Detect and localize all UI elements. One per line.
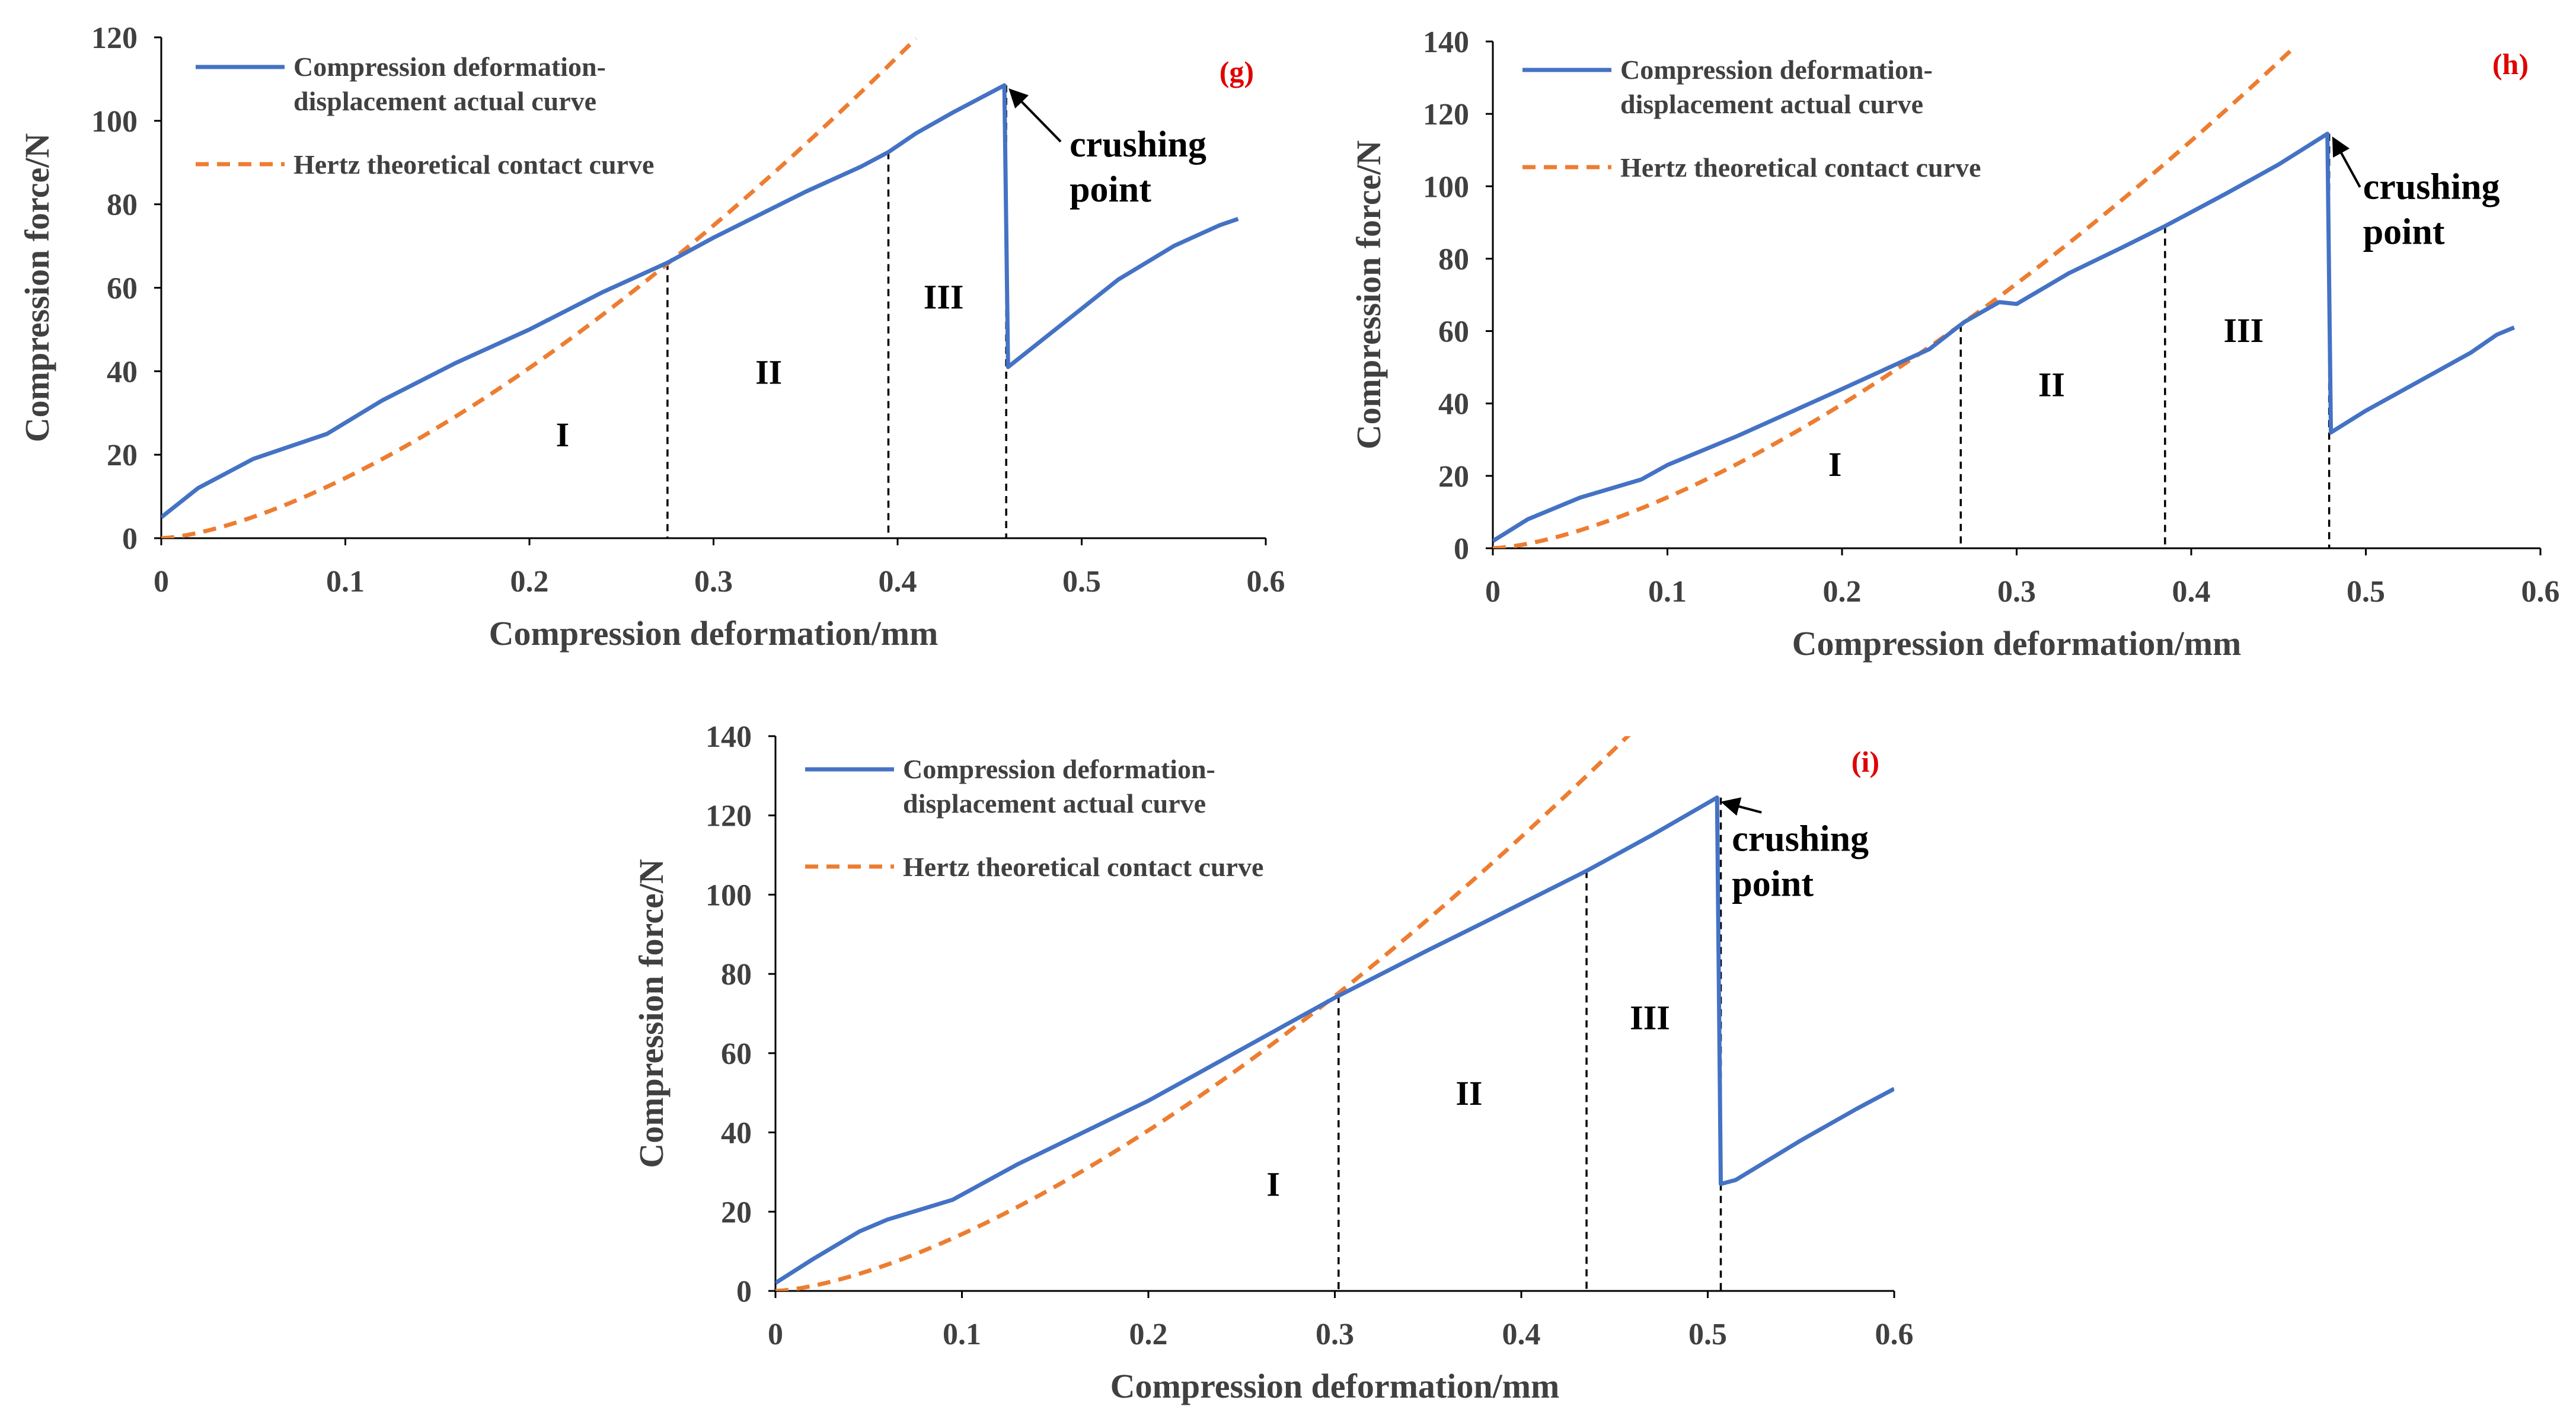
crushing-point-arrow bbox=[1008, 88, 1062, 143]
crushing-point-label: point bbox=[1070, 170, 1151, 210]
y-tick-label: 0 bbox=[1454, 532, 1469, 566]
x-axis-title: Compression deformation/mm bbox=[489, 614, 939, 653]
actual-compression-curve bbox=[775, 795, 1894, 1285]
x-tick-label: 0.2 bbox=[1823, 575, 1862, 609]
y-tick-label: 80 bbox=[721, 958, 752, 992]
hertz-theoretical-curve bbox=[775, 736, 1631, 1291]
x-tick-label: 0.6 bbox=[1247, 565, 1285, 599]
region-label: III bbox=[1630, 999, 1670, 1037]
x-tick-label: 0.6 bbox=[1875, 1318, 1914, 1351]
x-tick-label: 0.4 bbox=[1502, 1318, 1541, 1351]
legend-label-hertz: Hertz theoretical contact curve bbox=[903, 852, 1263, 882]
actual-compression-curve bbox=[161, 83, 1239, 519]
y-tick-label: 100 bbox=[91, 105, 138, 139]
y-tick-label: 100 bbox=[1423, 170, 1469, 204]
y-axis-title: Compression force/N bbox=[18, 133, 56, 443]
y-tick-label: 60 bbox=[107, 272, 138, 306]
legend-label-actual-line1: Compression deformation- bbox=[1620, 55, 1933, 85]
actual-compression-curve bbox=[1493, 132, 2516, 543]
x-axis-title: Compression deformation/mm bbox=[1792, 624, 2242, 663]
y-tick-label: 80 bbox=[107, 188, 138, 222]
y-tick-label: 0 bbox=[736, 1275, 752, 1309]
hertz-theoretical-curve bbox=[161, 37, 918, 538]
x-tick-label: 0.1 bbox=[1648, 575, 1687, 609]
region-label: II bbox=[1455, 1074, 1482, 1113]
region-label: II bbox=[755, 353, 782, 391]
legend-label-hertz: Hertz theoretical contact curve bbox=[1620, 152, 1981, 183]
y-tick-label: 40 bbox=[1438, 388, 1469, 421]
y-tick-label: 0 bbox=[122, 522, 138, 556]
crushing-point-label: point bbox=[1732, 864, 1814, 904]
region-label: III bbox=[924, 278, 964, 317]
panel-label: (h) bbox=[2492, 47, 2529, 81]
x-tick-label: 0 bbox=[1485, 575, 1501, 609]
crushing-point-label: crushing bbox=[1732, 819, 1869, 859]
y-tick-label: 20 bbox=[1438, 460, 1469, 494]
chart-panel-g: 0 20 40 60 80 100 120 0 0.1 0.2 0.3 0.4 0.5 0.6 Compre… bbox=[18, 21, 1285, 653]
y-tick-label: 120 bbox=[1423, 98, 1469, 132]
y-tick-label: 120 bbox=[706, 800, 752, 833]
y-tick-label: 20 bbox=[107, 439, 138, 472]
y-tick-label: 120 bbox=[91, 21, 138, 55]
x-tick-label: 0.2 bbox=[1129, 1318, 1168, 1351]
x-tick-label: 0.1 bbox=[326, 565, 365, 599]
x-tick-label: 0.5 bbox=[1688, 1318, 1727, 1351]
x-tick-label: 0.6 bbox=[2521, 575, 2560, 609]
region-label: III bbox=[2223, 311, 2264, 350]
legend-label-actual-line2: displacement actual curve bbox=[903, 788, 1206, 819]
y-axis-title: Compression force/N bbox=[1349, 140, 1388, 450]
legend-label-actual-line2: displacement actual curve bbox=[293, 86, 596, 116]
chart-panel-i: 0 20 40 60 80 100 120 140 0 0.1 0.2 0.3 0.4 0.5 0.6 Com… bbox=[632, 720, 1914, 1405]
legend-label-actual-line1: Compression deformation- bbox=[293, 52, 606, 82]
y-tick-label: 40 bbox=[107, 355, 138, 389]
x-axis-title: Compression deformation/mm bbox=[1110, 1367, 1560, 1405]
x-tick-label: 0.3 bbox=[694, 565, 733, 599]
y-tick-label: 40 bbox=[721, 1117, 752, 1150]
region-label: I bbox=[556, 415, 570, 454]
x-tick-label: 0.5 bbox=[2347, 575, 2385, 609]
crushing-point-arrow bbox=[1720, 797, 1762, 816]
x-tick-label: 0.1 bbox=[943, 1318, 981, 1351]
y-tick-label: 60 bbox=[721, 1037, 752, 1071]
y-tick-label: 60 bbox=[1438, 315, 1469, 349]
y-tick-label: 140 bbox=[1423, 25, 1469, 59]
crushing-point-label: point bbox=[2363, 212, 2445, 252]
chart-panel-h: 0 20 40 60 80 100 120 140 0 0.1 0.2 0.3 0.4 0.5 0.6 Com… bbox=[1349, 25, 2560, 663]
x-tick-label: 0.2 bbox=[510, 565, 549, 599]
hertz-theoretical-curve bbox=[1493, 44, 2298, 548]
legend-label-actual-line1: Compression deformation- bbox=[903, 754, 1215, 784]
x-tick-label: 0 bbox=[768, 1318, 783, 1351]
region-label: I bbox=[1266, 1165, 1280, 1204]
crushing-point-label: crushing bbox=[2363, 167, 2500, 207]
x-tick-label: 0.5 bbox=[1062, 565, 1101, 599]
x-tick-label: 0.4 bbox=[2172, 575, 2211, 609]
y-tick-label: 80 bbox=[1438, 242, 1469, 276]
x-tick-label: 0.3 bbox=[1997, 575, 2036, 609]
x-tick-label: 0 bbox=[154, 565, 169, 599]
panel-label: (g) bbox=[1220, 55, 1254, 88]
legend-label-hertz: Hertz theoretical contact curve bbox=[293, 149, 654, 180]
panel-label: (i) bbox=[1852, 745, 1879, 778]
y-axis-title: Compression force/N bbox=[632, 859, 671, 1168]
x-tick-label: 0.4 bbox=[879, 565, 917, 599]
y-tick-label: 100 bbox=[706, 878, 752, 912]
crushing-point-arrow bbox=[2332, 136, 2361, 188]
crushing-point-label: crushing bbox=[1070, 124, 1206, 165]
region-label: II bbox=[2038, 366, 2065, 404]
x-tick-label: 0.3 bbox=[1316, 1318, 1354, 1351]
region-label: I bbox=[1828, 445, 1842, 484]
y-tick-label: 140 bbox=[706, 720, 752, 754]
legend-label-actual-line2: displacement actual curve bbox=[1620, 89, 1923, 119]
y-tick-label: 20 bbox=[721, 1196, 752, 1229]
